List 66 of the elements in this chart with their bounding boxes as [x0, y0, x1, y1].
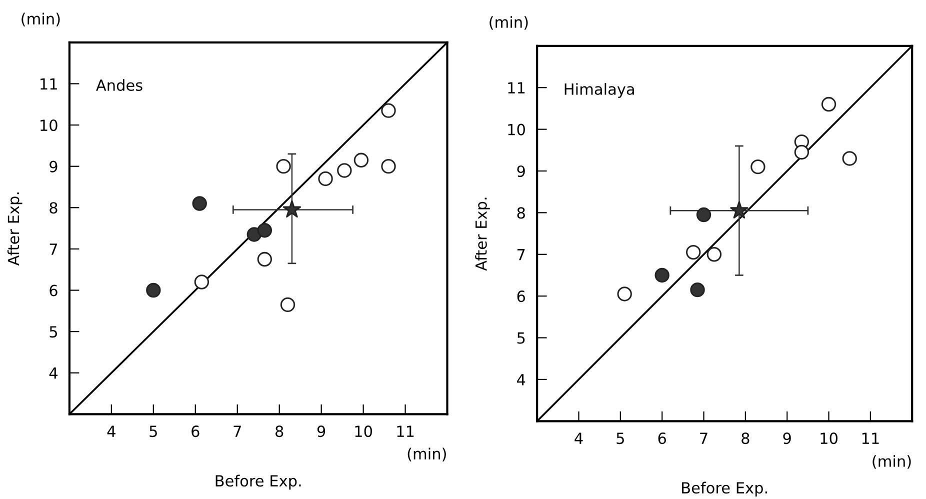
text: (min) [490, 16, 528, 30]
point [276, 158, 291, 174]
point [686, 244, 701, 260]
point [257, 223, 272, 238]
point [794, 144, 810, 160]
x-tick-label: 11 [862, 432, 879, 444]
y-tick-label: 11 [508, 82, 525, 94]
x-tick-label: 4 [107, 426, 116, 437]
x-tick-label: 6 [192, 426, 200, 438]
point [381, 158, 396, 174]
point [257, 252, 272, 267]
x-tick-label: 10 [355, 426, 372, 438]
text: Himalaya [564, 83, 634, 98]
text: (min) [408, 448, 446, 462]
y-tick-label: 10 [40, 119, 58, 132]
y-tick-label: 7 [518, 249, 525, 260]
point [282, 200, 302, 218]
y-tick-label: 5 [517, 332, 525, 344]
point [690, 282, 705, 298]
x-tick-label: 8 [276, 426, 284, 438]
text: (min) [22, 12, 60, 26]
point [354, 152, 369, 168]
x-tick-label: 6 [658, 432, 666, 444]
y-tick-label: 6 [50, 284, 58, 296]
x-tick-label: 7 [700, 432, 708, 444]
y-tick-label: 8 [517, 207, 525, 219]
point [730, 201, 748, 218]
point [146, 282, 161, 298]
x-tick-label: 9 [783, 432, 791, 444]
x-tick-label: 10 [820, 432, 838, 444]
y-tick-label: 11 [40, 78, 57, 90]
y-tick-label: 4 [516, 374, 526, 386]
x-tick-label: 9 [317, 426, 326, 438]
text: (min) [872, 455, 911, 469]
x-tick-label: 4 [574, 432, 583, 444]
x-tick-label: 8 [742, 432, 750, 444]
y-tick-label: 9 [517, 165, 525, 178]
x-tick-label: 11 [397, 426, 414, 437]
point [706, 247, 722, 262]
y-tick-label: 9 [50, 160, 58, 172]
x-axis-title: Before Exp. [682, 482, 767, 497]
x-tick-label: 7 [234, 426, 241, 437]
point [842, 151, 857, 166]
y-tick-label: 7 [50, 244, 58, 255]
y-tick-label: 10 [508, 124, 525, 136]
text: Andes [96, 79, 142, 91]
y-axis-title: After Exp. [475, 198, 490, 271]
point [381, 103, 396, 118]
x-tick-label: 5 [616, 432, 624, 444]
y-axis-title: After Exp. [7, 192, 22, 266]
point [318, 171, 333, 186]
point [750, 159, 766, 174]
point [194, 274, 210, 290]
y-tick-label: 5 [50, 326, 58, 338]
point [696, 207, 712, 222]
point [280, 297, 296, 312]
y-tick-label: 4 [49, 368, 58, 379]
point [654, 268, 670, 283]
point [337, 163, 352, 178]
point [821, 96, 836, 112]
x-tick-label: 5 [150, 426, 157, 438]
x-axis-title: Before Exp. [216, 474, 301, 490]
point [617, 286, 632, 302]
y-tick-label: 8 [50, 202, 58, 214]
y-tick-label: 6 [517, 290, 526, 302]
point [192, 196, 207, 211]
